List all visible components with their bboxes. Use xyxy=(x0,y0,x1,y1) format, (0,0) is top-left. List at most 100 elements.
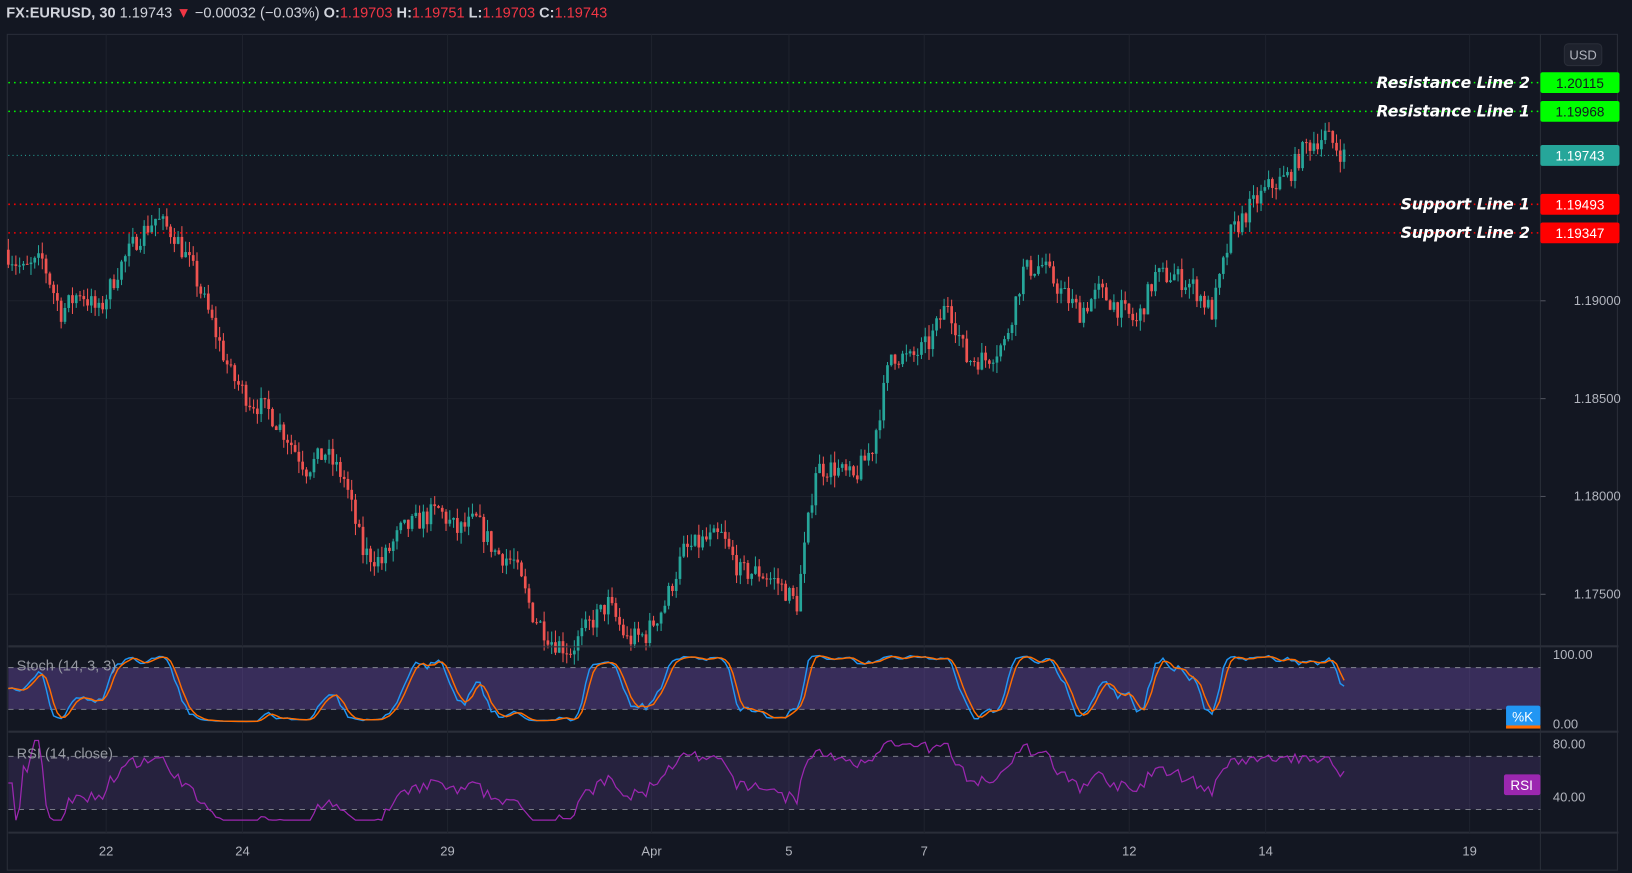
candle-body xyxy=(1010,324,1014,334)
candle-body xyxy=(712,528,716,533)
symbol-name[interactable]: FX:EURUSD, 30 xyxy=(6,4,116,21)
candle-body xyxy=(1018,294,1021,297)
candle-body xyxy=(1074,298,1078,303)
candle-body xyxy=(1214,287,1218,320)
candle-body xyxy=(52,284,55,294)
candle-body xyxy=(1210,299,1214,320)
price-axis-label: 1.19000 xyxy=(1574,293,1621,308)
candle-body xyxy=(399,522,403,531)
high-label: H: xyxy=(396,4,412,21)
candle-body xyxy=(957,335,961,337)
symbol-legend: FX:EURUSD, 30 1.19743 ▼ −0.00032 (−0.03%… xyxy=(6,4,607,21)
candle-body xyxy=(723,531,727,539)
candle-body xyxy=(1120,300,1123,318)
candle-body xyxy=(176,236,180,244)
candle-body xyxy=(505,558,508,566)
candle-body xyxy=(901,353,904,365)
candle-body xyxy=(995,356,999,363)
candle-body xyxy=(754,566,757,574)
candle-body xyxy=(172,237,176,244)
candle-body xyxy=(1040,265,1044,267)
candle-body xyxy=(1150,284,1153,292)
candle-body xyxy=(82,296,86,300)
candle-body xyxy=(1195,279,1199,302)
candle-body xyxy=(584,619,587,628)
candle-body xyxy=(825,476,829,478)
candle-body xyxy=(701,536,704,548)
rsi-line xyxy=(8,739,1345,821)
candle-body xyxy=(848,466,852,471)
currency-button-label[interactable]: USD xyxy=(1569,47,1596,62)
candle-body xyxy=(437,506,440,508)
candle-body xyxy=(1131,313,1135,321)
candle-body xyxy=(618,616,621,625)
candle-body xyxy=(116,279,120,289)
rsi-tag-label: RSI xyxy=(1510,778,1533,793)
candle-body xyxy=(1021,266,1025,295)
candle-body xyxy=(637,628,640,635)
candle-body xyxy=(588,619,591,621)
date-axis-label: 14 xyxy=(1258,844,1272,859)
price-tag xyxy=(1540,72,1620,94)
candle-body xyxy=(1108,300,1112,310)
candle-body xyxy=(406,519,410,529)
candle-body xyxy=(312,458,316,473)
candle-body xyxy=(539,621,542,623)
candle-body xyxy=(889,354,893,366)
candle-body xyxy=(991,362,995,364)
candle-body xyxy=(206,293,210,310)
candle-body xyxy=(1218,273,1221,288)
candle-body xyxy=(769,578,772,580)
candle-body xyxy=(403,519,406,523)
candle-body xyxy=(131,236,135,244)
candle-body xyxy=(444,511,448,524)
candle-body xyxy=(780,583,784,585)
candle-body xyxy=(237,381,240,385)
candle-body xyxy=(388,547,391,551)
price-axis-label: 1.18000 xyxy=(1574,489,1621,504)
open-label: O: xyxy=(323,4,340,21)
candle-body xyxy=(742,562,746,564)
candle-body xyxy=(1255,195,1259,204)
stoch-band xyxy=(8,667,1541,710)
candle-body xyxy=(29,262,33,265)
candle-body xyxy=(1293,153,1297,181)
candle-body xyxy=(708,532,712,540)
candle-body xyxy=(999,345,1003,357)
candle-body xyxy=(380,557,384,564)
candle-body xyxy=(1338,150,1342,162)
currency-button[interactable] xyxy=(1563,43,1603,67)
candle-body xyxy=(516,559,520,563)
support-line-label: Support Line 2 xyxy=(1401,224,1530,242)
candle-body xyxy=(569,653,572,655)
candle-body xyxy=(1323,130,1327,141)
candle-body xyxy=(395,530,399,542)
candle-body xyxy=(108,279,112,300)
candle-body xyxy=(44,258,48,274)
candle-body xyxy=(335,461,338,465)
candle-body xyxy=(942,305,946,320)
candle-body xyxy=(1082,307,1086,323)
candle-body xyxy=(414,512,418,516)
candle-body xyxy=(1229,224,1233,253)
date-axis-label: 22 xyxy=(99,844,113,859)
candle-body xyxy=(1123,300,1127,304)
candle-body xyxy=(433,504,437,507)
candle-body xyxy=(222,340,225,361)
candle-body xyxy=(1335,142,1338,151)
candle-body xyxy=(146,225,150,233)
candle-body xyxy=(320,448,323,460)
resistance-line-label: Resistance Line 1 xyxy=(1377,103,1530,121)
stoch-title: Stoch (14, 3, 3) xyxy=(17,658,117,674)
candle-body xyxy=(93,296,97,308)
candle-body xyxy=(1316,143,1320,150)
candle-body xyxy=(818,463,821,474)
support-line-label: Support Line 1 xyxy=(1401,196,1530,214)
date-axis-label: 5 xyxy=(785,844,792,859)
candle-body xyxy=(920,342,923,355)
candle-body xyxy=(1063,288,1067,290)
candle-body xyxy=(1259,190,1263,204)
candle-body xyxy=(799,573,803,612)
